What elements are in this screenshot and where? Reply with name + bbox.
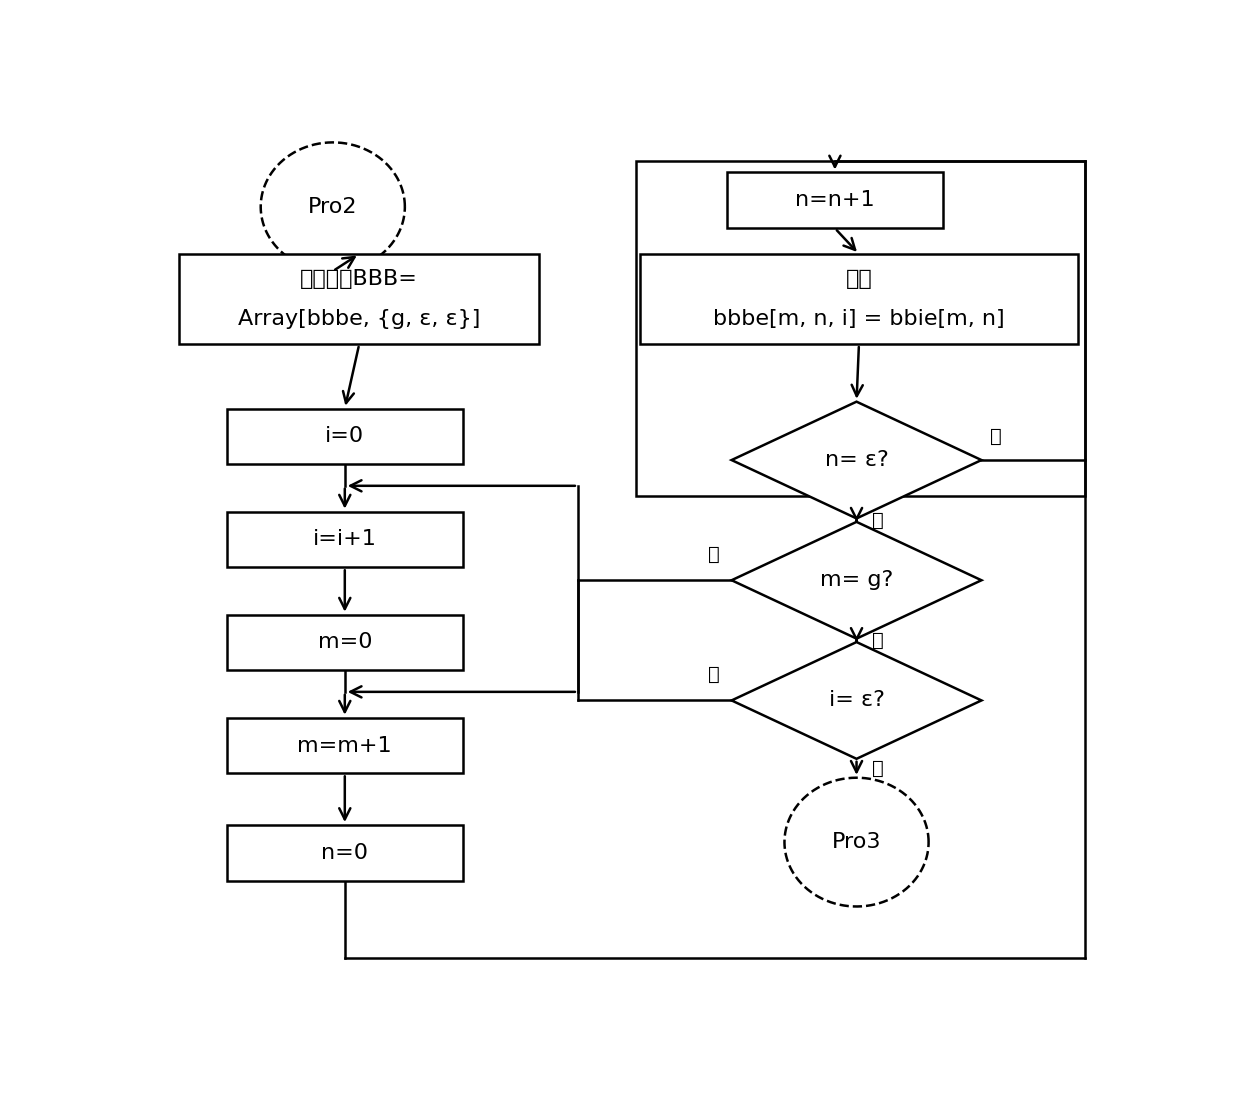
Text: 否: 否 bbox=[708, 545, 720, 564]
Polygon shape bbox=[732, 401, 982, 518]
Text: i=i+1: i=i+1 bbox=[312, 530, 377, 550]
Text: 否: 否 bbox=[990, 427, 1002, 446]
Text: 是: 是 bbox=[872, 759, 884, 778]
Text: 是: 是 bbox=[872, 631, 884, 650]
Polygon shape bbox=[732, 522, 982, 639]
Bar bbox=[179, 254, 539, 345]
Text: m= g?: m= g? bbox=[820, 570, 893, 590]
Text: m=m+1: m=m+1 bbox=[298, 736, 392, 756]
Text: bbbe[m, n, i] = bbie[m, n]: bbbe[m, n, i] = bbie[m, n] bbox=[713, 309, 1004, 329]
Text: Array[bbbe, {g, ε, ε}]: Array[bbbe, {g, ε, ε}] bbox=[238, 309, 480, 329]
Bar bbox=[727, 173, 942, 229]
Bar bbox=[227, 718, 463, 774]
Text: 计算: 计算 bbox=[846, 269, 872, 289]
Bar bbox=[227, 825, 463, 881]
Polygon shape bbox=[732, 642, 982, 759]
Text: m=0: m=0 bbox=[317, 632, 372, 652]
Text: n=0: n=0 bbox=[321, 843, 368, 863]
Text: n= ε?: n= ε? bbox=[825, 450, 888, 471]
Bar bbox=[227, 512, 463, 568]
Bar bbox=[227, 614, 463, 670]
Bar bbox=[635, 162, 1085, 496]
Bar bbox=[227, 408, 463, 464]
Text: 定义数组BBB=: 定义数组BBB= bbox=[300, 269, 418, 289]
Text: Pro2: Pro2 bbox=[308, 196, 357, 216]
Text: 是: 是 bbox=[872, 511, 884, 530]
Text: i= ε?: i= ε? bbox=[828, 690, 884, 710]
Text: i=0: i=0 bbox=[325, 426, 365, 446]
Text: n=n+1: n=n+1 bbox=[795, 191, 874, 211]
Text: 否: 否 bbox=[708, 666, 720, 685]
Text: Pro3: Pro3 bbox=[832, 832, 882, 852]
Bar bbox=[640, 254, 1078, 345]
